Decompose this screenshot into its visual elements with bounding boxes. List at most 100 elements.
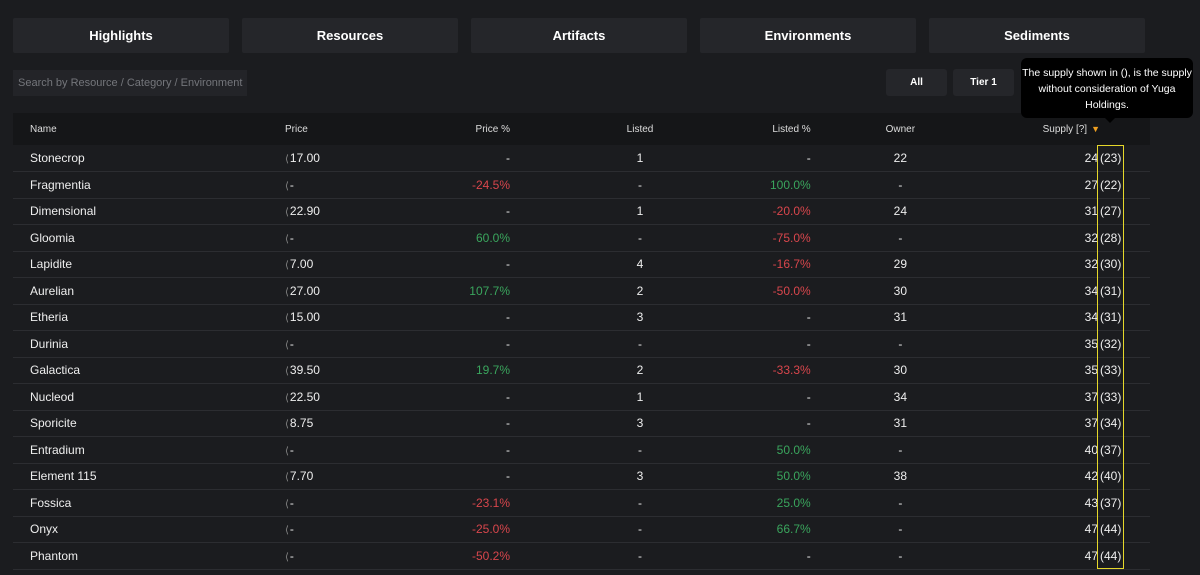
supply: 35 [1084,363,1098,378]
price: 7.00 [289,257,314,272]
resource-name[interactable]: Onyx [13,516,228,543]
col-price[interactable]: Price [285,123,308,135]
supply: 47 [1084,548,1098,563]
table-row[interactable]: Fossica ⟨- -23.1% - 25.0% - 43 (37) [13,489,1150,517]
ape-coin-icon: ⟨ [285,154,289,165]
owner: 30 [810,357,990,384]
resource-name[interactable]: Stonecrop [13,145,228,172]
listed: 2 [510,277,770,305]
table-row[interactable]: Durinia ⟨- - - - - 35 (32) [13,330,1150,358]
resource-name[interactable]: Gloomia [13,224,228,252]
resource-name[interactable]: Phantom [13,542,228,570]
price-pct: - [398,436,510,464]
search-input[interactable] [13,70,247,96]
supply-ex-yuga: (31) [1100,283,1122,298]
supply-ex-yuga: (44) [1100,548,1122,563]
table-row[interactable]: Etheria ⟨15.00 - 3 - 31 34 (31) [13,304,1150,331]
supply-cell: 34 (31) [990,277,1150,305]
ape-coin-icon: ⟨ [285,313,289,325]
resource-name[interactable]: Galactica [13,357,228,384]
price: - [289,548,294,563]
price-pct: -24.5% [398,171,510,199]
supply-label[interactable]: Supply [?] [1042,123,1088,135]
col-name[interactable]: Name [30,123,57,135]
owner: 31 [810,410,990,437]
supply: 40 [1084,442,1098,457]
col-supply[interactable]: Supply [?] ▼ [990,113,1150,145]
resource-name[interactable]: Durinia [13,330,228,358]
table-row[interactable]: Dimensional ⟨22.90 - 1 -20.0% 24 31 (27) [13,198,1150,225]
supply-ex-yuga: (23) [1100,151,1122,165]
table-row[interactable]: Sporicite ⟨8.75 - 3 - 31 37 (34) [13,410,1150,437]
table-row[interactable]: Phantom ⟨- -50.2% - - - 47 (44) [13,542,1150,570]
table-row[interactable]: Gloomia ⟨- 60.0% - -75.0% - 32 (28) [13,224,1150,252]
table-row[interactable]: Nucleod ⟨22.50 - 1 - 34 37 (33) [13,383,1150,411]
resource-name[interactable]: Sporicite [13,410,228,437]
table-row[interactable]: Aurelian ⟨27.00 107.7% 2 -50.0% 30 34 (31… [13,277,1150,305]
filter-tier1-button[interactable]: Tier 1 [953,69,1014,96]
price-pct: -50.2% [398,542,510,570]
supply-cell: 37 (34) [990,410,1150,437]
listed: - [510,330,770,358]
price: 7.70 [289,469,314,484]
ape-coin-icon: ⟨ [285,472,289,484]
filter-all-button[interactable]: All [886,69,947,96]
price-pct: - [398,198,510,225]
listed-pct: - [770,304,811,331]
ape-coin-icon: ⟨ [285,286,289,298]
listed: - [510,436,770,464]
table-header: Name Price Price % Listed Listed % Owner… [13,113,1150,145]
supply-cell: 37 (33) [990,383,1150,411]
price-pct: - [398,410,510,437]
listed-pct: 100.0% [770,171,811,199]
listed-pct: -33.3% [770,357,811,384]
resource-name[interactable]: Element 115 [13,463,228,490]
supply-ex-yuga: (22) [1100,177,1122,192]
tab-resources[interactable]: Resources [242,18,458,53]
owner: 38 [810,463,990,490]
table-row[interactable]: Galactica ⟨39.50 19.7% 2 -33.3% 30 35 (33… [13,357,1150,384]
listed-pct: - [770,383,811,411]
resource-name[interactable]: Dimensional [13,198,228,225]
resource-name[interactable]: Fragmentia [13,171,228,199]
table-row[interactable]: Stonecrop ⟨17.00 - 1 - 22 24 (23) [13,145,1150,172]
supply: 32 [1084,230,1098,245]
price-cell: ⟨22.50 [228,383,398,411]
table-row[interactable]: Lapidite ⟨7.00 - 4 -16.7% 29 32 (30) [13,251,1150,278]
supply-cell: 32 (28) [990,224,1150,252]
tab-highlights[interactable]: Highlights [13,18,229,53]
supply-ex-yuga: (31) [1100,310,1122,325]
table-row[interactable]: Onyx ⟨- -25.0% - 66.7% - 47 (44) [13,516,1150,543]
table-row[interactable]: Element 115 ⟨7.70 - 3 50.0% 38 42 (40) [13,463,1150,490]
ape-coin-icon: ⟨ [285,366,289,378]
price: 27.00 [289,283,320,298]
tab-artifacts[interactable]: Artifacts [471,18,687,53]
col-owner[interactable]: Owner [885,123,916,135]
ape-coin-icon: ⟨ [285,551,289,563]
tab-environments[interactable]: Environments [700,18,916,53]
supply-ex-yuga: (33) [1100,389,1122,404]
resource-name[interactable]: Entradium [13,436,228,464]
owner: - [810,542,990,570]
owner: - [810,171,990,199]
listed: 3 [510,463,770,490]
table-row[interactable]: Fragmentia ⟨- -24.5% - 100.0% - 27 (22) [13,171,1150,199]
listed: - [510,224,770,252]
resource-name[interactable]: Fossica [13,489,228,517]
price-pct: - [398,330,510,358]
col-listed-pct[interactable]: Listed % [772,123,811,135]
price-pct: - [398,463,510,490]
col-listed[interactable]: Listed [626,123,654,135]
col-price-pct[interactable]: Price % [475,123,510,135]
supply: 47 [1084,522,1098,537]
price-pct: 19.7% [398,357,510,384]
table-row[interactable]: Entradium ⟨- - - 50.0% - 40 (37) [13,436,1150,464]
resource-name[interactable]: Aurelian [13,277,228,305]
resource-name[interactable]: Etheria [13,304,228,331]
resource-name[interactable]: Nucleod [13,383,228,411]
supply-cell: 35 (32) [990,330,1150,358]
resource-name[interactable]: Lapidite [13,251,228,278]
listed: 3 [510,304,770,331]
tab-sediments[interactable]: Sediments [929,18,1145,53]
supply: 32 [1084,257,1098,272]
